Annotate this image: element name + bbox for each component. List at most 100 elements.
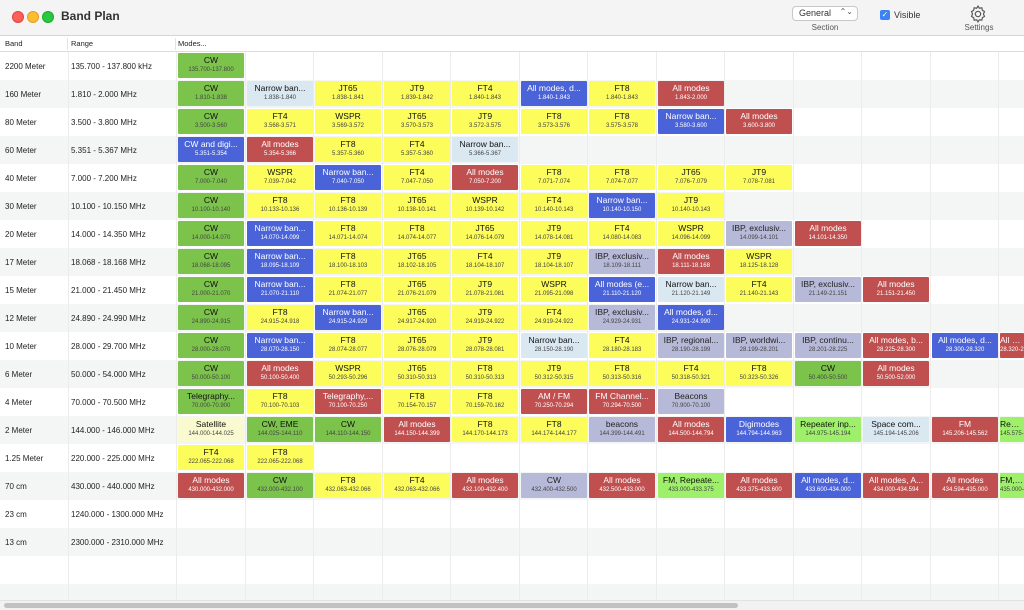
mode-segment[interactable]: IBP, worldwi... 28.199-28.201 — [726, 333, 792, 358]
mode-segment[interactable]: FT8 10.136-10.139 — [315, 193, 381, 218]
mode-segment[interactable]: All modes 433.375-433.600 — [726, 473, 792, 498]
mode-segment[interactable]: FT8 14.074-14.077 — [384, 221, 450, 246]
mode-segment[interactable]: Digimodes 144.794-144.963 — [726, 417, 792, 442]
mode-segment[interactable]: Narrow ban... 18.095-18.109 — [247, 249, 313, 274]
column-header-range[interactable]: Range — [71, 39, 94, 48]
mode-segment[interactable]: WSPR 7.039-7.042 — [247, 165, 313, 190]
mode-segment[interactable]: CW 432.400-432.500 — [521, 473, 587, 498]
mode-segment[interactable]: CW 144.110-144.150 — [315, 417, 381, 442]
mode-segment[interactable]: JT65 7.076-7.079 — [658, 165, 724, 190]
mode-segment[interactable]: Narrow ban... 28.150-28.190 — [521, 333, 587, 358]
close-window-button[interactable] — [12, 11, 24, 23]
mode-segment[interactable]: FT8 70.154-70.157 — [384, 389, 450, 414]
mode-segment[interactable]: FT8 222.065-222.068 — [247, 445, 313, 470]
table-row[interactable]: 6 Meter 50.000 - 54.000 MHz CW 50.000-50.10… — [0, 360, 1024, 388]
mode-segment[interactable]: FT4 18.104-18.107 — [452, 249, 518, 274]
mode-segment[interactable]: Narrow ban... 10.140-10.150 — [589, 193, 655, 218]
mode-segment[interactable]: Narrow ban... 21.120-21.149 — [658, 277, 724, 302]
mode-segment[interactable]: CW 432.000-432.100 — [247, 473, 313, 498]
mode-segment[interactable]: Narrow ban... 21.070-21.110 — [247, 277, 313, 302]
mode-segment[interactable]: JT9 1.839-1.842 — [384, 81, 450, 106]
mode-segment[interactable]: All modes 432.500-433.000 — [589, 473, 655, 498]
mode-segment[interactable]: FT8 24.915-24.918 — [247, 305, 313, 330]
column-header-band[interactable]: Band — [5, 39, 23, 48]
mode-segment[interactable]: JT65 10.138-10.141 — [384, 193, 450, 218]
mode-segment[interactable]: FT8 21.074-21.077 — [315, 277, 381, 302]
mode-segment[interactable]: FT8 70.100-70.103 — [247, 389, 313, 414]
table-row[interactable]: 23 cm 1240.000 - 1300.000 MHz — [0, 500, 1024, 528]
mode-segment[interactable]: FT8 50.313-50.316 — [589, 361, 655, 386]
mode-segment[interactable]: JT65 18.102-18.105 — [384, 249, 450, 274]
horizontal-scrollbar[interactable] — [0, 600, 1024, 610]
table-row[interactable]: 17 Meter 18.068 - 18.168 MHz CW 18.068-18.0… — [0, 248, 1024, 276]
mode-segment[interactable]: FT4 50.318-50.321 — [658, 361, 724, 386]
mode-segment[interactable]: FT8 70.159-70.162 — [452, 389, 518, 414]
mode-segment[interactable]: FT8 28.074-28.077 — [315, 333, 381, 358]
mode-segment[interactable]: All modes, b... 28.225-28.300 — [863, 333, 929, 358]
mode-segment[interactable]: FT4 1.840-1.843 — [452, 81, 518, 106]
mode-segment[interactable]: All modes (e... 21.110-21.120 — [589, 277, 655, 302]
mode-segment[interactable]: All modes 14.101-14.350 — [795, 221, 861, 246]
mode-segment[interactable]: CW and digi... 5.351-5.354 — [178, 137, 244, 162]
mode-segment[interactable]: CW 10.100-10.140 — [178, 193, 244, 218]
mode-segment[interactable]: CW 7.000-7.040 — [178, 165, 244, 190]
mode-segment[interactable]: JT65 21.076-21.079 — [384, 277, 450, 302]
mode-segment[interactable]: Telegraphy... 70.000-70.900 — [178, 389, 244, 414]
mode-segment[interactable]: JT9 7.078-7.081 — [726, 165, 792, 190]
mode-segment[interactable]: CW 24.890-24.915 — [178, 305, 244, 330]
mode-segment[interactable]: FT4 28.180-28.183 — [589, 333, 655, 358]
mode-segment[interactable]: All modes 434.594-435.000 — [932, 473, 998, 498]
table-row[interactable]: 70 cm 430.000 - 440.000 MHz All modes 430.0… — [0, 472, 1024, 500]
table-row[interactable]: 12 Meter 24.890 - 24.990 MHz CW 24.890-24.9… — [0, 304, 1024, 332]
gear-icon[interactable] — [968, 4, 988, 24]
mode-segment[interactable]: All modes 18.111-18.168 — [658, 249, 724, 274]
mode-segment[interactable]: CW 14.000-14.070 — [178, 221, 244, 246]
mode-segment[interactable]: FT8 1.840-1.843 — [589, 81, 655, 106]
mode-segment[interactable]: FT8 3.575-3.578 — [589, 109, 655, 134]
mode-segment[interactable]: Repeater ou... 145.575-145.794 — [1000, 417, 1024, 442]
mode-segment[interactable]: JT9 10.140-10.143 — [658, 193, 724, 218]
table-row[interactable]: 80 Meter 3.500 - 3.800 MHz CW 3.500-3.560 FT… — [0, 108, 1024, 136]
mode-segment[interactable]: All modes 144.500-144.794 — [658, 417, 724, 442]
mode-segment[interactable]: CW 1.810-1.838 — [178, 81, 244, 106]
mode-segment[interactable]: Narrow ban... 3.580-3.600 — [658, 109, 724, 134]
mode-segment[interactable]: JT65 28.076-28.079 — [384, 333, 450, 358]
mode-segment[interactable]: FT8 14.071-14.074 — [315, 221, 381, 246]
mode-segment[interactable]: FT4 7.047-7.050 — [384, 165, 450, 190]
mode-segment[interactable]: WSPR 21.095-21.098 — [521, 277, 587, 302]
mode-segment[interactable]: FT8 5.357-5.360 — [315, 137, 381, 162]
table-row[interactable]: 2 Meter 144.000 - 146.000 MHz Satellite 144… — [0, 416, 1024, 444]
mode-segment[interactable]: Narrow ban... 14.070-14.099 — [247, 221, 313, 246]
mode-segment[interactable]: FT4 14.080-14.083 — [589, 221, 655, 246]
mode-segment[interactable]: CW 135.700-137.800 — [178, 53, 244, 78]
mode-segment[interactable]: Beacons 70.900-70.100 — [658, 389, 724, 414]
mode-segment[interactable]: All modes 7.050-7.200 — [452, 165, 518, 190]
mode-segment[interactable]: All modes 432.100-432.400 — [452, 473, 518, 498]
table-row[interactable]: 160 Meter 1.810 - 2.000 MHz CW 1.810-1.838 N… — [0, 80, 1024, 108]
visible-checkbox[interactable]: ✓ — [880, 10, 890, 20]
mode-segment[interactable]: FT8 50.323-50.326 — [726, 361, 792, 386]
table-row[interactable]: 13 cm 2300.000 - 2310.000 MHz — [0, 528, 1024, 556]
mode-segment[interactable]: FT8 3.573-3.576 — [521, 109, 587, 134]
mode-segment[interactable]: FT8 7.071-7.074 — [521, 165, 587, 190]
mode-segment[interactable]: All modes 50.500-52.000 — [863, 361, 929, 386]
mode-segment[interactable]: Narrow ban... 1.838-1.840 — [247, 81, 313, 106]
mode-segment[interactable]: All modes 28.320-29.700 — [1000, 333, 1024, 358]
mode-segment[interactable]: WSPR 14.096-14.099 — [658, 221, 724, 246]
mode-segment[interactable]: WSPR 50.293-50.296 — [315, 361, 381, 386]
mode-segment[interactable]: FT8 432.063-432.066 — [315, 473, 381, 498]
mode-segment[interactable]: JT9 18.104-18.107 — [521, 249, 587, 274]
mode-segment[interactable]: FT4 432.063-432.066 — [384, 473, 450, 498]
mode-segment[interactable]: CW 18.068-18.095 — [178, 249, 244, 274]
mode-segment[interactable]: CW 21.000-21.070 — [178, 277, 244, 302]
table-row[interactable]: 2200 Meter 135.700 - 137.800 kHz CW 135.700… — [0, 52, 1024, 80]
mode-segment[interactable]: JT9 14.078-14.081 — [521, 221, 587, 246]
table-row[interactable]: 15 Meter 21.000 - 21.450 MHz CW 21.000-21.0… — [0, 276, 1024, 304]
mode-segment[interactable]: IBP, exclusiv... 24.929-24.931 — [589, 305, 655, 330]
mode-segment[interactable]: JT9 21.078-21.081 — [452, 277, 518, 302]
table-row[interactable]: 30 Meter 10.100 - 10.150 MHz CW 10.100-10.1… — [0, 192, 1024, 220]
zoom-window-button[interactable] — [42, 11, 54, 23]
mode-segment[interactable]: Space com... 145.194-145.206 — [863, 417, 929, 442]
column-divider[interactable] — [67, 38, 68, 50]
scrollbar-thumb[interactable] — [4, 603, 738, 608]
